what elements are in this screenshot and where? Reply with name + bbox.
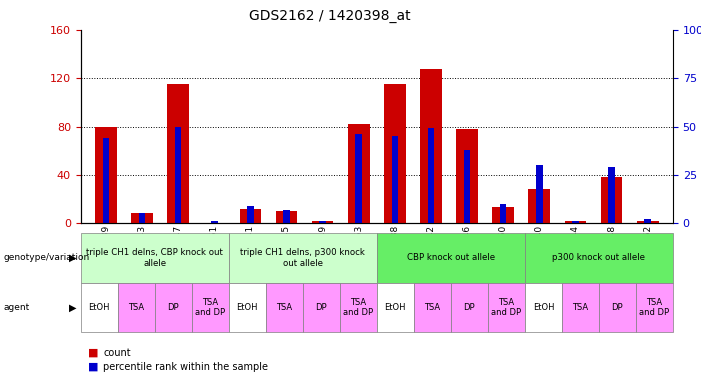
Bar bbox=[456, 129, 478, 223]
Bar bbox=[536, 165, 543, 223]
Bar bbox=[320, 221, 326, 223]
Text: DP: DP bbox=[611, 303, 623, 312]
Bar bbox=[275, 211, 297, 223]
Bar bbox=[211, 221, 217, 223]
Text: TSA
and DP: TSA and DP bbox=[491, 298, 522, 317]
Text: ▶: ▶ bbox=[69, 303, 76, 312]
Text: DP: DP bbox=[168, 303, 179, 312]
Bar bbox=[464, 150, 470, 223]
Bar bbox=[348, 124, 369, 223]
Text: TSA: TSA bbox=[572, 303, 588, 312]
Text: DP: DP bbox=[315, 303, 327, 312]
Bar bbox=[283, 210, 290, 223]
Bar bbox=[175, 127, 182, 223]
Bar bbox=[247, 206, 254, 223]
Text: TSA: TSA bbox=[424, 303, 440, 312]
Bar bbox=[564, 221, 586, 223]
Text: EtOH: EtOH bbox=[385, 303, 406, 312]
Text: agent: agent bbox=[4, 303, 29, 312]
Text: GDS2162 / 1420398_at: GDS2162 / 1420398_at bbox=[249, 9, 410, 23]
Bar bbox=[608, 167, 615, 223]
Text: TSA
and DP: TSA and DP bbox=[639, 298, 669, 317]
Text: EtOH: EtOH bbox=[236, 303, 258, 312]
Bar bbox=[168, 84, 189, 223]
Bar bbox=[312, 221, 334, 223]
Bar bbox=[492, 207, 514, 223]
Text: percentile rank within the sample: percentile rank within the sample bbox=[103, 362, 268, 372]
Text: TSA
and DP: TSA and DP bbox=[343, 298, 374, 317]
Bar bbox=[428, 129, 434, 223]
Text: triple CH1 delns, CBP knock out
allele: triple CH1 delns, CBP knock out allele bbox=[86, 248, 223, 267]
Bar bbox=[601, 177, 622, 223]
Bar bbox=[131, 213, 153, 223]
Bar bbox=[637, 221, 658, 223]
Text: count: count bbox=[103, 348, 130, 357]
Bar bbox=[420, 69, 442, 223]
Text: EtOH: EtOH bbox=[533, 303, 554, 312]
Bar bbox=[95, 127, 117, 223]
Text: ■: ■ bbox=[88, 362, 98, 372]
Text: TSA: TSA bbox=[128, 303, 144, 312]
Text: EtOH: EtOH bbox=[88, 303, 110, 312]
Bar bbox=[572, 221, 579, 223]
Bar bbox=[644, 219, 651, 223]
Text: TSA: TSA bbox=[276, 303, 292, 312]
Text: ▶: ▶ bbox=[69, 253, 76, 263]
Text: p300 knock out allele: p300 knock out allele bbox=[552, 254, 646, 262]
Bar bbox=[529, 189, 550, 223]
Bar bbox=[500, 204, 506, 223]
Text: triple CH1 delns, p300 knock
out allele: triple CH1 delns, p300 knock out allele bbox=[240, 248, 365, 267]
Text: TSA
and DP: TSA and DP bbox=[195, 298, 225, 317]
Text: ■: ■ bbox=[88, 348, 98, 357]
Bar bbox=[102, 138, 109, 223]
Bar bbox=[240, 209, 261, 223]
Bar bbox=[392, 136, 398, 223]
Text: genotype/variation: genotype/variation bbox=[4, 254, 90, 262]
Bar bbox=[139, 213, 145, 223]
Text: DP: DP bbox=[463, 303, 475, 312]
Text: CBP knock out allele: CBP knock out allele bbox=[407, 254, 495, 262]
Bar bbox=[355, 134, 362, 223]
Bar bbox=[384, 84, 406, 223]
